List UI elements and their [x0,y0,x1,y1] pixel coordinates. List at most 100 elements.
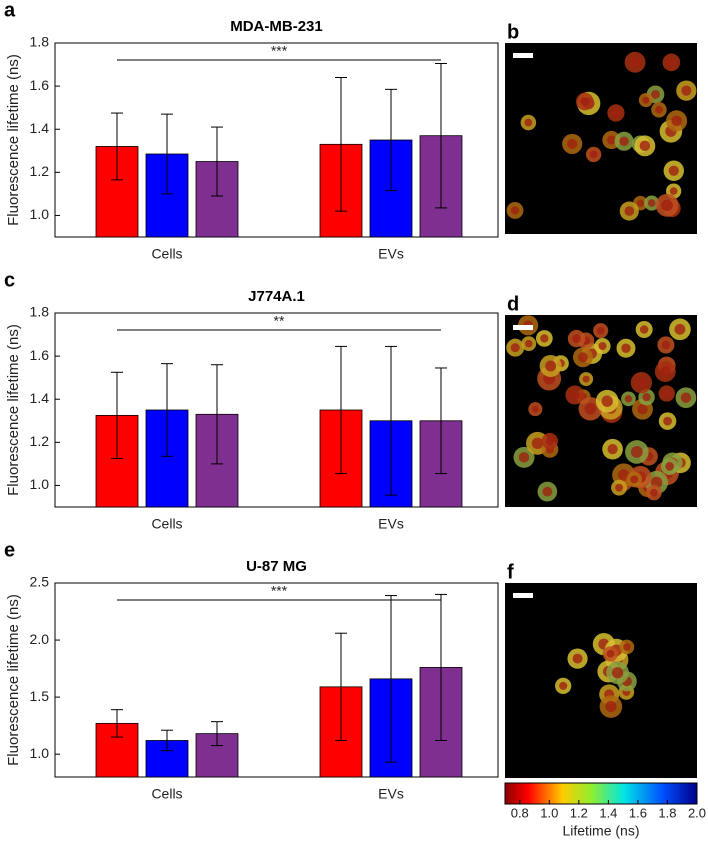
nucleus [680,392,692,403]
nucleus [598,341,607,351]
error-bar [335,76,347,212]
colorbar-tick-label: 0.8 [511,805,529,820]
scale-bar [513,325,533,330]
x-tick-label: Cells [151,516,182,532]
panel-label: b [507,21,519,43]
nucleus [621,343,631,354]
nucleus [666,57,676,67]
nucleus [662,389,671,398]
nucleus [630,446,643,458]
nucleus [639,140,651,152]
y-tick-label: 2.0 [30,631,50,647]
y-axis-label: Fluorescence lifetime (ns) [5,594,22,766]
nucleus [642,393,651,402]
panel-label: a [4,0,16,21]
nucleus [606,650,615,658]
nucleus [611,108,621,118]
colorbar-tick-label: 1.8 [658,805,676,820]
nucleus [545,436,554,446]
nucleus [629,57,641,68]
nucleus [668,165,679,176]
error-bar [161,113,173,195]
chart-title: MDA-MB-231 [230,18,323,35]
colorbar-tick-label: 1.0 [540,805,558,820]
nucleus [639,325,649,334]
x-tick-label: Cells [151,246,182,262]
y-tick-label: 1.0 [30,745,50,761]
x-tick-label: EVs [378,786,404,802]
error-bar [161,363,173,457]
error-bar [161,729,173,752]
scale-bar [513,593,533,598]
nucleus [572,653,583,664]
nucleus [601,395,613,407]
y-tick-label: 1.2 [30,433,50,449]
nucleus [572,334,581,343]
nucleus [655,105,663,114]
nucleus [545,360,557,372]
error-bar [435,367,447,475]
error-bar [211,721,223,747]
error-bar [211,126,223,197]
error-bar [335,345,347,475]
plot-frame [54,42,499,238]
nucleus [636,377,647,388]
plot-frame [54,312,499,508]
chart-title: J774A.1 [248,288,305,305]
nucleus [584,402,597,415]
significance-label: *** [271,43,288,59]
y-axis-label: Fluorescence lifetime (ns) [5,324,22,496]
panel-label: d [507,293,519,315]
nucleus [570,390,580,400]
nucleus [661,199,673,212]
error-bar [385,345,397,496]
x-tick-label: EVs [378,516,404,532]
nucleus [606,135,616,145]
error-bar [385,88,397,192]
colorbar-tick-label: 1.6 [629,805,647,820]
plot-frame [54,582,499,778]
y-tick-label: 1.0 [30,476,50,492]
nucleus [582,375,590,383]
nucleus [623,643,631,651]
nucleus [531,437,544,450]
colorbar-tick-label: 1.4 [599,805,617,820]
nucleus [525,339,533,348]
significance-label: ** [274,313,285,329]
error-bar [435,62,447,209]
y-tick-label: 1.6 [30,77,50,93]
nucleus [510,206,520,215]
nucleus [531,405,539,413]
colorbar-label: Lifetime (ns) [562,823,639,839]
nucleus [615,483,624,492]
nucleus [510,343,520,353]
y-tick-label: 1.8 [30,34,50,50]
nucleus [642,96,650,104]
nucleus [518,452,530,463]
nucleus [681,85,692,96]
nucleus [671,115,682,127]
nucleus [580,97,590,106]
nucleus [650,488,658,497]
nucleus [542,486,553,497]
error-bar [111,709,123,738]
error-bar [385,595,397,763]
y-tick-label: 1.8 [30,304,50,320]
error-bar [111,112,123,181]
y-tick-label: 1.2 [30,163,50,179]
panel-label: f [507,561,514,583]
nucleus [663,416,672,426]
micrograph [505,583,697,778]
y-tick-label: 1.5 [30,688,50,704]
nucleus [674,323,686,335]
nucleus [524,118,533,127]
chart-title: U-87 MG [246,558,307,575]
error-bar [335,632,347,741]
error-bar [211,364,223,465]
y-axis-label: Fluorescence lifetime (ns) [5,54,22,226]
scale-bar [513,53,533,58]
colorbar-tick-label: 1.2 [570,805,588,820]
error-bar [435,593,447,741]
nucleus [559,681,568,690]
